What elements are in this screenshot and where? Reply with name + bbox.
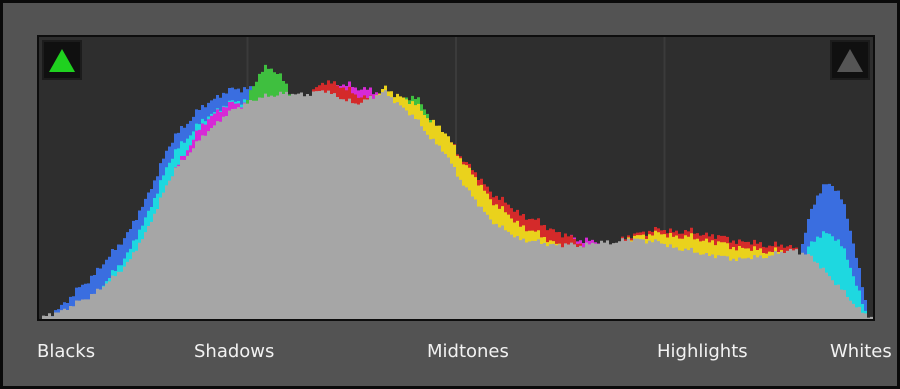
histogram-canvas xyxy=(39,37,873,319)
luminance-histogram xyxy=(39,90,873,319)
histogram-region-labels: Blacks Shadows Midtones Highlights White… xyxy=(3,339,900,369)
highlight-clipping-toggle[interactable] xyxy=(830,40,870,80)
region-label-blacks[interactable]: Blacks xyxy=(37,341,96,362)
histogram-graph[interactable] xyxy=(37,35,875,321)
region-label-midtones[interactable]: Midtones xyxy=(427,341,509,362)
region-label-shadows[interactable]: Shadows xyxy=(194,341,275,362)
region-label-whites[interactable]: Whites xyxy=(830,341,892,362)
triangle-up-icon xyxy=(837,49,863,72)
shadow-clipping-toggle[interactable] xyxy=(42,40,82,80)
triangle-up-icon xyxy=(49,49,75,72)
region-label-highlights[interactable]: Highlights xyxy=(657,341,748,362)
